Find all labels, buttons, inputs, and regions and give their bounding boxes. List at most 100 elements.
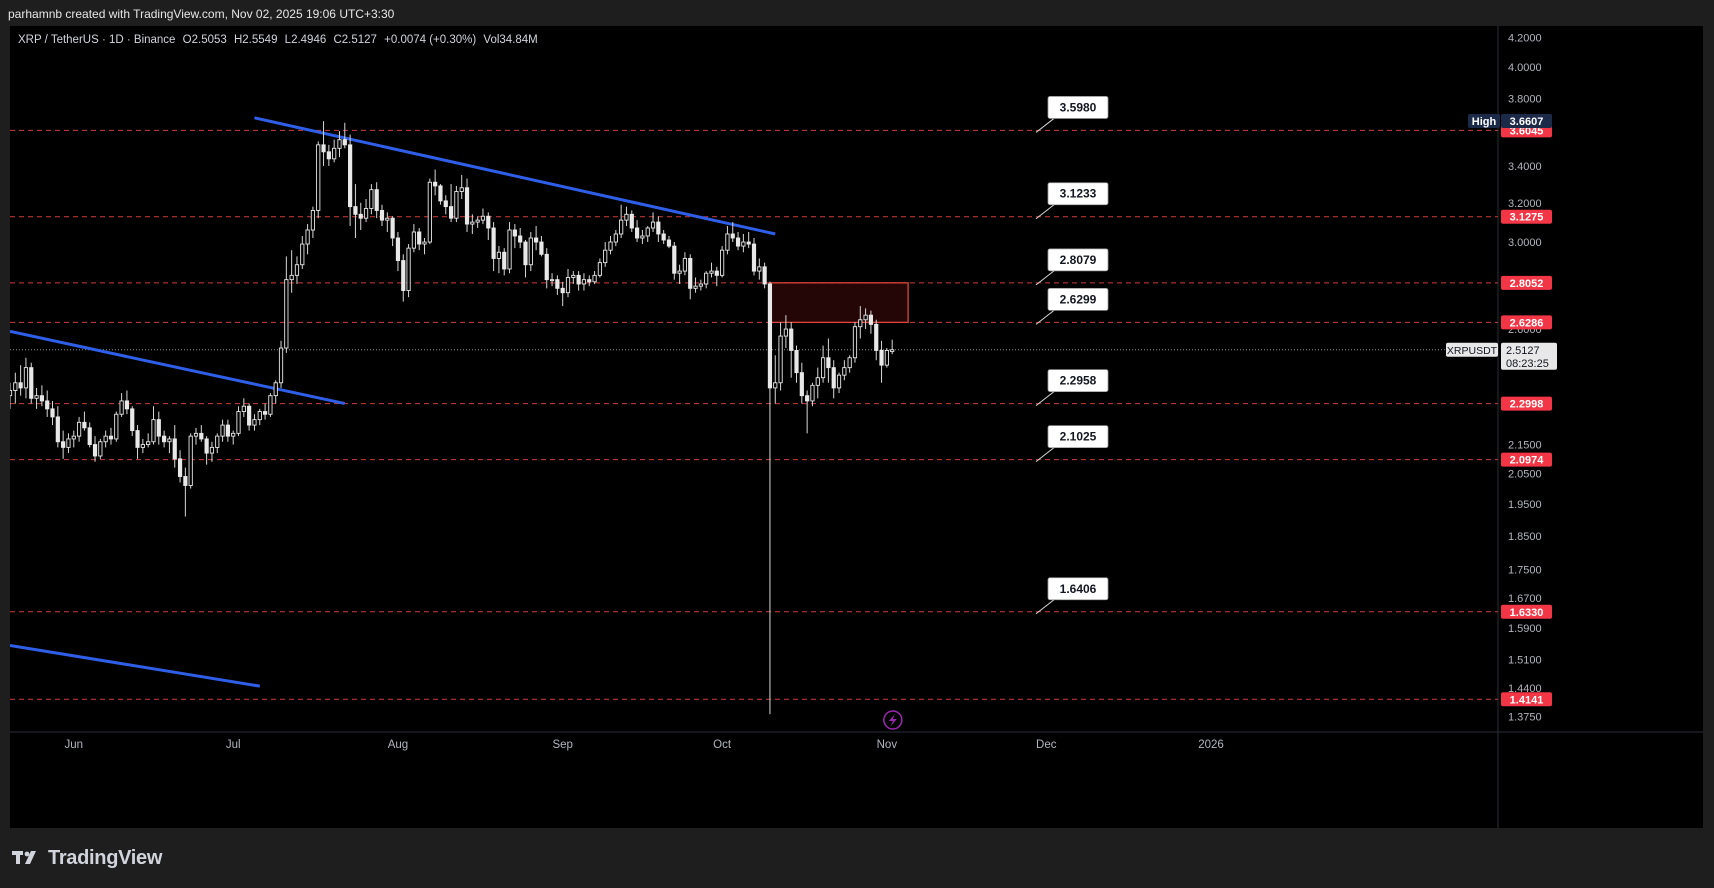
legend-symbol[interactable]: XRP / TetherUS · 1D · Binance: [18, 34, 176, 46]
price-tick-label: 2.0500: [1508, 469, 1542, 481]
candle-up: [294, 264, 300, 276]
candle-down: [512, 229, 517, 237]
candle-up: [847, 357, 852, 369]
candle-down: [789, 328, 794, 351]
price-tick-label: 3.4000: [1508, 161, 1542, 173]
candle-up: [146, 441, 151, 446]
level-price-tag: [1501, 209, 1552, 224]
legend-close: C2.5127: [333, 34, 377, 46]
candle-up: [13, 382, 18, 391]
candle-up: [411, 231, 416, 249]
candle-down: [656, 221, 661, 235]
trendline: [10, 643, 261, 688]
candle-up: [810, 384, 815, 402]
time-tick-label: Nov: [877, 739, 898, 751]
time-tick-label: Jun: [64, 739, 83, 751]
candle-down: [438, 185, 443, 202]
candle-down: [262, 411, 268, 415]
candle-up: [71, 435, 76, 440]
price-tick-label: 1.4400: [1508, 683, 1542, 695]
callout-pointer: [1035, 309, 1055, 325]
candle-up: [890, 349, 895, 353]
candle-down: [225, 424, 230, 437]
candle-up: [698, 283, 703, 287]
candle-down: [805, 395, 810, 402]
candle-down: [714, 270, 719, 276]
candle-up: [603, 249, 608, 264]
candle-down: [82, 421, 87, 429]
candle-up: [268, 395, 273, 415]
candle-down: [162, 435, 167, 443]
level-price-label: 3.6045: [1510, 125, 1544, 137]
candle-up: [842, 367, 847, 376]
candle-up: [188, 435, 193, 486]
symbol-legend: XRP / TetherUS · 1D · Binance O2.5053 H2…: [18, 34, 542, 46]
candle-up: [592, 274, 597, 283]
candle-down: [87, 427, 92, 446]
tradingview-logo-icon: [12, 851, 36, 864]
candle-up: [624, 213, 629, 221]
countdown-label: 08:23:25: [1506, 358, 1549, 370]
candle-up: [278, 347, 284, 384]
callout-label: 1.6406: [1060, 582, 1097, 596]
candle-down: [379, 209, 385, 221]
callout-pointer: [1035, 204, 1055, 220]
callout-pointer: [1035, 118, 1055, 133]
candle-down: [688, 258, 693, 289]
candle-down: [39, 395, 44, 402]
candle-down: [395, 237, 401, 261]
candle-up: [76, 421, 82, 437]
level-price-tag: [1501, 604, 1552, 619]
candle-down: [539, 241, 544, 255]
candle-up: [475, 219, 480, 223]
time-tick-label: Dec: [1036, 739, 1057, 751]
callout-label: 3.5980: [1060, 100, 1097, 114]
candle-up: [820, 357, 826, 379]
candle-up: [289, 274, 294, 281]
candle-up: [581, 279, 587, 285]
candle-down: [183, 476, 188, 486]
candle-down: [124, 400, 130, 410]
callout-label: 3.1233: [1060, 187, 1097, 201]
candle-up: [677, 270, 682, 274]
candle-down: [177, 458, 183, 477]
level-price-label: 2.6286: [1510, 317, 1544, 329]
candle-up: [608, 241, 613, 251]
candle-down: [353, 206, 358, 215]
symbol-tag-label: XRPUSDT: [1447, 345, 1498, 357]
candle-up: [98, 441, 103, 457]
legend-volume: Vol34.84M: [483, 34, 538, 46]
callout-box: [1047, 287, 1109, 311]
candle-up: [241, 405, 246, 412]
chart-area[interactable]: 3.5980 3.1233 2.8079 2.6299 2.2958 2.1025 1.64…: [10, 26, 1703, 828]
candle-up: [709, 270, 714, 274]
candle-up: [704, 272, 709, 285]
candle-up: [273, 382, 278, 397]
candle-up: [305, 229, 310, 245]
price-tick-label: 1.8500: [1508, 531, 1542, 543]
candle-down: [534, 237, 539, 243]
price-tick-label: 3.2000: [1508, 198, 1542, 210]
callout-pointer: [1035, 270, 1055, 286]
candle-down: [874, 323, 879, 351]
candle-up: [470, 221, 475, 225]
candle-up: [619, 219, 624, 235]
level-price-tag: [1501, 275, 1552, 290]
candle-up: [528, 237, 533, 266]
legend-open: O2.5053: [182, 34, 227, 46]
candle-down: [433, 181, 438, 187]
callout-label: 2.2958: [1060, 374, 1097, 388]
candle-down: [666, 239, 672, 247]
candle-down: [45, 400, 50, 410]
price-tick-label: 1.7500: [1508, 565, 1542, 577]
candle-down: [326, 151, 331, 160]
level-price-label: 2.0974: [1510, 455, 1545, 467]
price-tick-label: 4.0000: [1508, 62, 1542, 74]
candle-down: [29, 367, 34, 399]
candle-down: [826, 357, 831, 369]
candle-down: [390, 217, 395, 239]
price-chart[interactable]: 3.5980 3.1233 2.8079 2.6299 2.2958 2.1025 1.64…: [10, 26, 1703, 828]
candle-up: [645, 227, 650, 237]
candle-down: [55, 416, 60, 443]
candle-down: [587, 279, 592, 283]
